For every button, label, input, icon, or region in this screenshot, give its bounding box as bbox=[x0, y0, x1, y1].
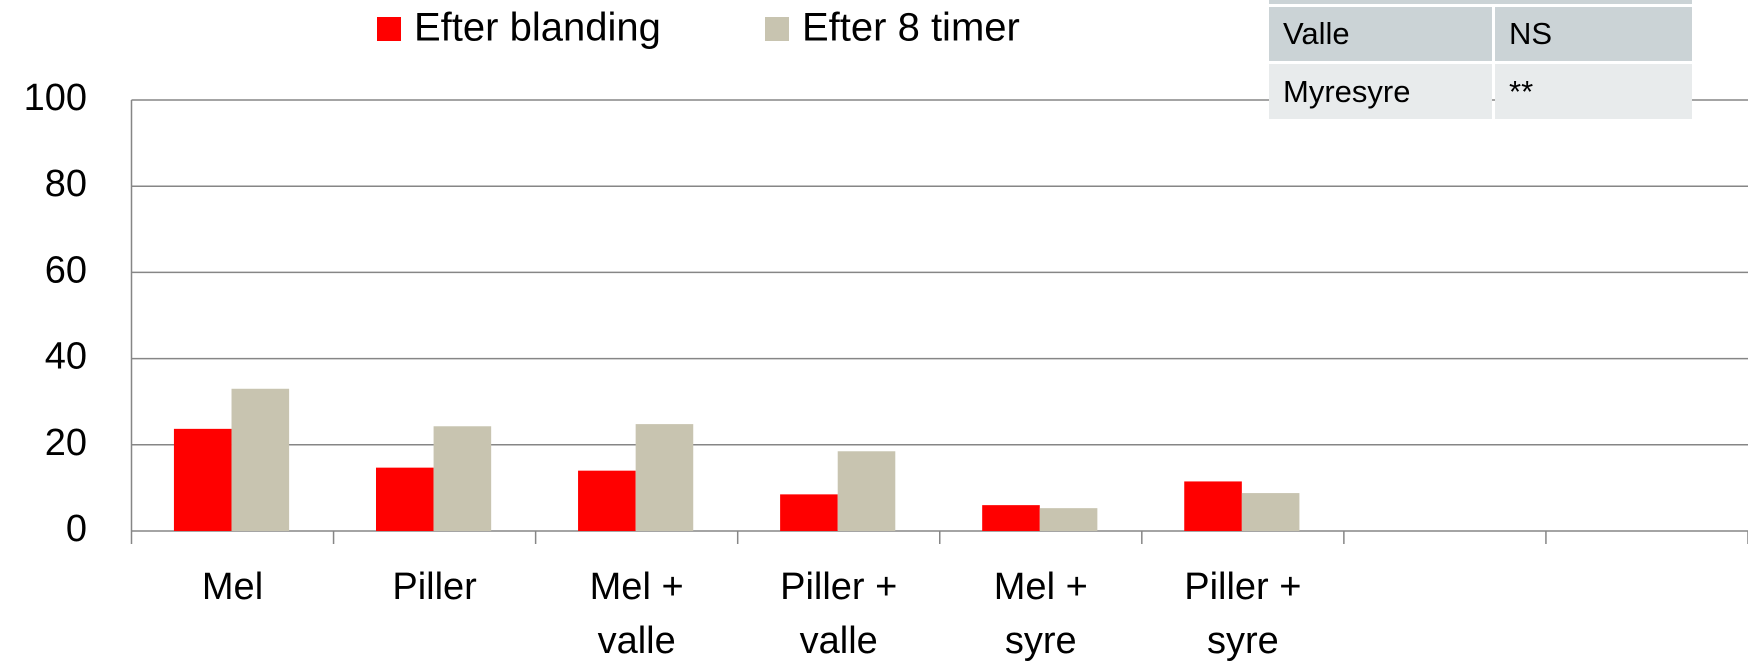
x-tick-label: Piller + valle bbox=[780, 566, 898, 662]
y-tick-label: 20 bbox=[45, 422, 87, 464]
bar bbox=[1184, 481, 1242, 531]
table-cell: NS bbox=[1495, 7, 1692, 61]
table-cell: Valle bbox=[1269, 7, 1492, 61]
table-cell: Myresyre bbox=[1269, 64, 1492, 119]
legend-label: Efter blanding bbox=[414, 6, 661, 50]
y-tick-label: 80 bbox=[45, 163, 87, 205]
y-tick-label: 60 bbox=[45, 249, 87, 291]
bar bbox=[375, 467, 434, 531]
x-tick-label: Mel bbox=[201, 566, 264, 608]
y-tick-label: 40 bbox=[45, 336, 87, 378]
bar bbox=[837, 451, 896, 531]
bar bbox=[578, 470, 636, 531]
bar bbox=[982, 505, 1040, 531]
bar bbox=[780, 494, 838, 531]
y-tick-label: 100 bbox=[24, 77, 87, 119]
x-tick-label: Piller + syre bbox=[1184, 566, 1302, 662]
bar bbox=[231, 388, 290, 531]
bar bbox=[1039, 508, 1098, 531]
bar bbox=[1241, 493, 1300, 531]
x-tick-label: Mel + syre bbox=[993, 566, 1088, 662]
bar bbox=[433, 426, 492, 531]
x-tick-label: Mel + valle bbox=[589, 566, 684, 662]
legend-label: Efter 8 timer bbox=[802, 6, 1020, 50]
table-top-strip bbox=[1269, 0, 1692, 4]
legend-swatch bbox=[377, 17, 401, 41]
bar bbox=[635, 424, 694, 531]
table-cell: ** bbox=[1495, 64, 1692, 119]
x-tick-label: Piller bbox=[392, 566, 477, 608]
legend-swatch bbox=[765, 17, 789, 41]
y-tick-label: 0 bbox=[66, 508, 87, 550]
bar bbox=[173, 428, 232, 531]
